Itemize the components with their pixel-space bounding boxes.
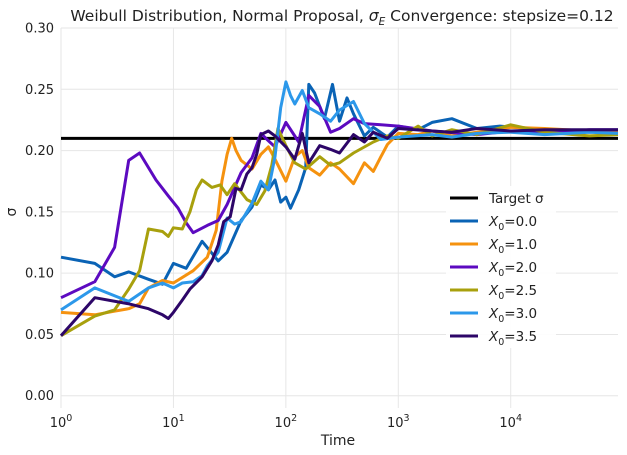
legend-label-0: Target σ <box>488 191 544 207</box>
legend: Target σ X0=0.0 X0=1.0 X0=2.0 X0=2.5 X0=3.0 X0… <box>446 186 556 348</box>
y-tick-label-1: 0.05 <box>25 328 54 343</box>
x-tick-label-0: 100 <box>50 413 73 431</box>
legend-label-5: X0=3.0 <box>488 306 537 325</box>
x-tick-label-1: 101 <box>162 413 185 431</box>
y-tick-label-6: 0.30 <box>25 22 54 37</box>
series-line-4 <box>60 80 619 312</box>
x-axis-label: Time <box>320 433 355 449</box>
legend-label-4: X0=2.5 <box>488 283 537 302</box>
x-tick-label-2: 102 <box>275 413 298 431</box>
y-axis-label: σ <box>4 207 20 216</box>
series-line-5 <box>59 127 618 337</box>
legend-label-6: X0=3.5 <box>488 329 537 348</box>
y-tick-label-4: 0.20 <box>25 144 54 159</box>
series-line-1 <box>60 125 618 317</box>
series-layer <box>59 80 619 337</box>
x-tick-labels: 100 101 102 103 104 <box>50 413 522 431</box>
legend-label-2: X0=1.0 <box>488 237 537 256</box>
y-tick-label-5: 0.25 <box>25 83 54 98</box>
y-tick-labels: 0.00 0.05 0.10 0.15 0.20 0.25 0.30 <box>25 22 54 405</box>
x-tick-label-4: 104 <box>499 413 522 431</box>
legend-label-1: X0=0.0 <box>488 214 537 233</box>
x-tick-label-3: 103 <box>387 413 410 431</box>
y-tick-label-3: 0.15 <box>25 205 54 220</box>
y-tick-label-2: 0.10 <box>25 267 54 282</box>
legend-label-3: X0=2.0 <box>488 260 537 279</box>
chart-title: Weibull Distribution, Normal Proposal, σ… <box>70 7 613 28</box>
y-tick-label-0: 0.00 <box>25 389 54 404</box>
